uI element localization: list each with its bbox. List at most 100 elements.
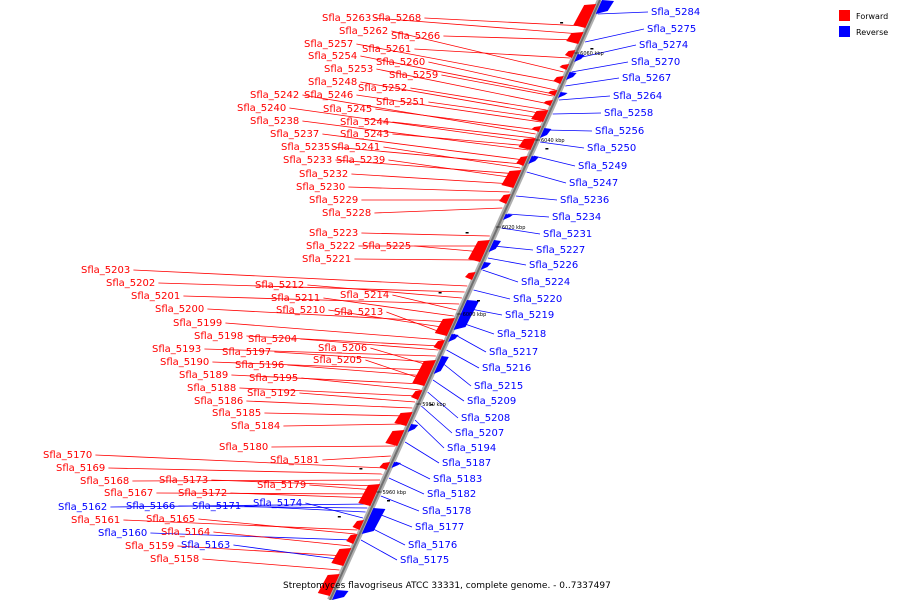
gene-label[interactable]: Sfla_5201	[131, 291, 180, 302]
gene-label[interactable]: Sfla_5242	[250, 90, 299, 101]
gene-label[interactable]: Sfla_5215	[474, 381, 523, 392]
gene-label[interactable]: Sfla_5161	[71, 515, 120, 526]
gene-label[interactable]: Sfla_5224	[521, 277, 570, 288]
gene-label[interactable]: Sfla_5268	[372, 13, 421, 24]
gene-label[interactable]: Sfla_5246	[304, 90, 353, 101]
forward-gene-feature[interactable]	[465, 272, 476, 280]
forward-gene-feature[interactable]	[573, 4, 597, 28]
gene-label[interactable]: Sfla_5203	[81, 265, 130, 276]
gene-label[interactable]: Sfla_5168	[80, 476, 129, 487]
gene-label[interactable]: Sfla_5178	[422, 506, 471, 517]
gene-label[interactable]: Sfla_5237	[270, 129, 319, 140]
gene-label[interactable]: Sfla_5162	[58, 502, 107, 513]
gene-label[interactable]: Sfla_5233	[283, 155, 332, 166]
reverse-gene-feature[interactable]	[480, 262, 492, 270]
gene-label[interactable]: Sfla_5225	[362, 241, 411, 252]
gene-label[interactable]: Sfla_5267	[622, 73, 671, 84]
gene-label[interactable]: Sfla_5248	[308, 77, 357, 88]
gene-label[interactable]: Sfla_5260	[376, 57, 425, 68]
gene-label[interactable]: Sfla_5274	[639, 40, 688, 51]
gene-label[interactable]: Sfla_5205	[313, 355, 362, 366]
gene-label[interactable]: Sfla_5241	[331, 142, 380, 153]
gene-label[interactable]: Sfla_5229	[309, 195, 358, 206]
gene-label[interactable]: Sfla_5210	[276, 305, 325, 316]
forward-gene-feature[interactable]	[559, 64, 570, 70]
forward-gene-feature[interactable]	[543, 100, 553, 106]
gene-label[interactable]: Sfla_5194	[447, 443, 496, 454]
forward-gene-feature[interactable]	[379, 462, 391, 470]
gene-label[interactable]: Sfla_5165	[146, 514, 195, 525]
gene-label[interactable]: Sfla_5232	[299, 169, 348, 180]
gene-label[interactable]: Sfla_5160	[98, 528, 147, 539]
gene-label[interactable]: Sfla_5239	[336, 155, 385, 166]
gene-label[interactable]: Sfla_5164	[161, 527, 210, 538]
forward-gene-feature[interactable]	[331, 548, 352, 566]
forward-gene-feature[interactable]	[411, 390, 423, 400]
forward-gene-feature[interactable]	[501, 170, 522, 188]
forward-gene-feature[interactable]	[566, 32, 584, 44]
gene-label[interactable]: Sfla_5275	[647, 24, 696, 35]
gene-label[interactable]: Sfla_5184	[231, 421, 280, 432]
gene-label[interactable]: Sfla_5195	[249, 373, 298, 384]
gene-label[interactable]: Sfla_5214	[340, 290, 389, 301]
gene-label[interactable]: Sfla_5245	[323, 104, 372, 115]
reverse-gene-feature[interactable]	[332, 590, 349, 600]
reverse-gene-feature[interactable]	[566, 72, 577, 80]
reverse-gene-feature[interactable]	[503, 214, 513, 220]
gene-label[interactable]: Sfla_5200	[155, 304, 204, 315]
gene-label[interactable]: Sfla_5251	[376, 97, 425, 108]
gene-label[interactable]: Sfla_5171	[192, 501, 241, 512]
reverse-gene-feature[interactable]	[528, 156, 539, 164]
gene-label[interactable]: Sfla_5240	[237, 103, 286, 114]
gene-label[interactable]: Sfla_5220	[513, 294, 562, 305]
gene-label[interactable]: Sfla_5222	[306, 241, 355, 252]
gene-label[interactable]: Sfla_5227	[536, 245, 585, 256]
reverse-gene-feature[interactable]	[574, 54, 585, 62]
gene-label[interactable]: Sfla_5235	[281, 142, 330, 153]
gene-label[interactable]: Sfla_5234	[552, 212, 601, 223]
gene-label[interactable]: Sfla_5231	[543, 229, 592, 240]
gene-label[interactable]: Sfla_5258	[604, 108, 653, 119]
gene-label[interactable]: Sfla_5256	[595, 126, 644, 137]
gene-label[interactable]: Sfla_5243	[340, 129, 389, 140]
gene-label[interactable]: Sfla_5212	[255, 280, 304, 291]
gene-label[interactable]: Sfla_5204	[248, 334, 297, 345]
gene-label[interactable]: Sfla_5158	[150, 554, 199, 565]
gene-label[interactable]: Sfla_5270	[631, 57, 680, 68]
gene-label[interactable]: Sfla_5179	[257, 480, 306, 491]
gene-label[interactable]: Sfla_5188	[187, 383, 236, 394]
gene-label[interactable]: Sfla_5244	[340, 117, 389, 128]
gene-label[interactable]: Sfla_5197	[222, 347, 271, 358]
gene-label[interactable]: Sfla_5249	[578, 161, 627, 172]
forward-gene-feature[interactable]	[434, 318, 455, 336]
gene-label[interactable]: Sfla_5193	[152, 344, 201, 355]
gene-label[interactable]: Sfla_5180	[219, 442, 268, 453]
gene-label[interactable]: Sfla_5169	[56, 463, 105, 474]
gene-label[interactable]: Sfla_5223	[309, 228, 358, 239]
reverse-gene-feature[interactable]	[391, 462, 402, 468]
gene-label[interactable]: Sfla_5228	[322, 208, 371, 219]
gene-label[interactable]: Sfla_5177	[415, 522, 464, 533]
gene-label[interactable]: Sfla_5257	[304, 39, 353, 50]
gene-label[interactable]: Sfla_5175	[400, 555, 449, 566]
forward-gene-feature[interactable]	[412, 360, 436, 386]
gene-label[interactable]: Sfla_5159	[125, 541, 174, 552]
gene-label[interactable]: Sfla_5206	[318, 343, 367, 354]
gene-label[interactable]: Sfla_5284	[651, 7, 700, 18]
forward-gene-feature[interactable]	[317, 574, 340, 596]
gene-label[interactable]: Sfla_5213	[334, 307, 383, 318]
gene-label[interactable]: Sfla_5209	[467, 396, 516, 407]
gene-label[interactable]: Sfla_5254	[308, 51, 357, 62]
gene-label[interactable]: Sfla_5190	[160, 357, 209, 368]
gene-label[interactable]: Sfla_5236	[560, 195, 609, 206]
gene-label[interactable]: Sfla_5176	[408, 540, 457, 551]
gene-label[interactable]: Sfla_5199	[173, 318, 222, 329]
reverse-gene-feature[interactable]	[448, 334, 459, 342]
gene-label[interactable]: Sfla_5163	[181, 540, 230, 551]
forward-gene-feature[interactable]	[516, 156, 528, 166]
gene-label[interactable]: Sfla_5174	[253, 498, 302, 509]
gene-label[interactable]: Sfla_5211	[271, 293, 320, 304]
forward-gene-feature[interactable]	[531, 110, 549, 122]
gene-label[interactable]: Sfla_5187	[442, 458, 491, 469]
gene-label[interactable]: Sfla_5259	[389, 70, 438, 81]
